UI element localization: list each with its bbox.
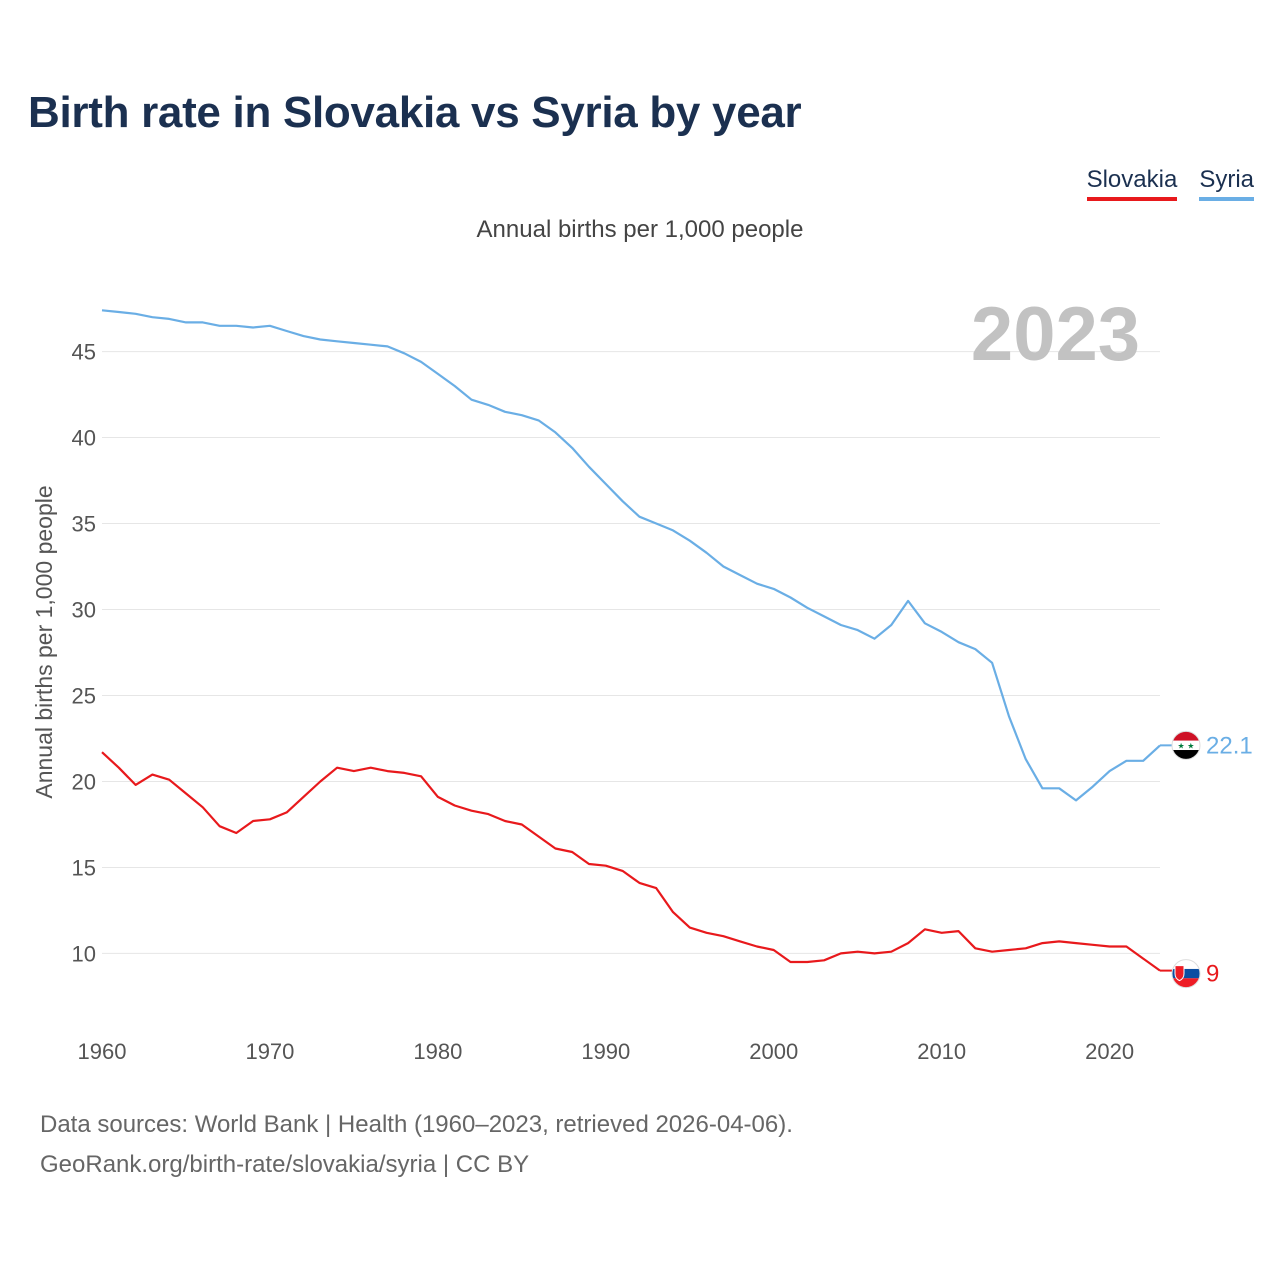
line-chart: 10 15 20 25 30 35 40 45 1960 1970 1980 1990 2000 2010… <box>31 292 1253 1064</box>
source-url: GeoRank.org/birth-rate/slovakia/syria | … <box>40 1151 530 1178</box>
series-line-slovakia <box>101 751 1161 972</box>
y-tick-label: 45 <box>72 340 96 365</box>
syria-flag-icon: ★ ★ <box>1171 730 1201 760</box>
footer: Data sources: World Bank | Health (1960–… <box>40 1105 793 1185</box>
x-tick-label: 1970 <box>245 1039 294 1064</box>
end-value-label-syria: 22.1 <box>1206 732 1253 759</box>
legend-item-syria[interactable]: Syria <box>1199 166 1254 201</box>
chart-title: Birth rate in Slovakia vs Syria by year <box>28 88 802 137</box>
legend: Slovakia Syria <box>1086 166 1254 201</box>
x-tick-label: 2020 <box>1085 1039 1134 1064</box>
slovakia-flag-icon <box>1171 959 1201 989</box>
end-value-label-slovakia: 9 <box>1206 961 1219 988</box>
y-axis-title: Annual births per 1,000 people <box>31 485 57 798</box>
y-tick-label: 30 <box>72 598 96 623</box>
x-tick-label: 1990 <box>581 1039 630 1064</box>
chart-subtitle: Annual births per 1,000 people <box>476 216 804 243</box>
y-tick-label: 20 <box>72 769 96 794</box>
x-tick-label: 2010 <box>917 1039 966 1064</box>
year-watermark: 2023 <box>971 292 1140 377</box>
x-tick-label: 1960 <box>78 1039 127 1064</box>
x-tick-label: 2000 <box>749 1039 798 1064</box>
series-line-syria <box>101 309 1161 802</box>
y-tick-label: 10 <box>72 941 96 966</box>
y-tick-label: 35 <box>72 512 96 537</box>
svg-text:★ ★: ★ ★ <box>1178 741 1195 750</box>
legend-item-slovakia[interactable]: Slovakia <box>1086 166 1178 201</box>
y-tick-label: 15 <box>72 855 96 880</box>
data-source-note: Data sources: World Bank | Health (1960–… <box>40 1111 793 1138</box>
y-tick-label: 25 <box>72 683 96 708</box>
x-tick-label: 1980 <box>413 1039 462 1064</box>
y-tick-label: 40 <box>72 426 96 451</box>
